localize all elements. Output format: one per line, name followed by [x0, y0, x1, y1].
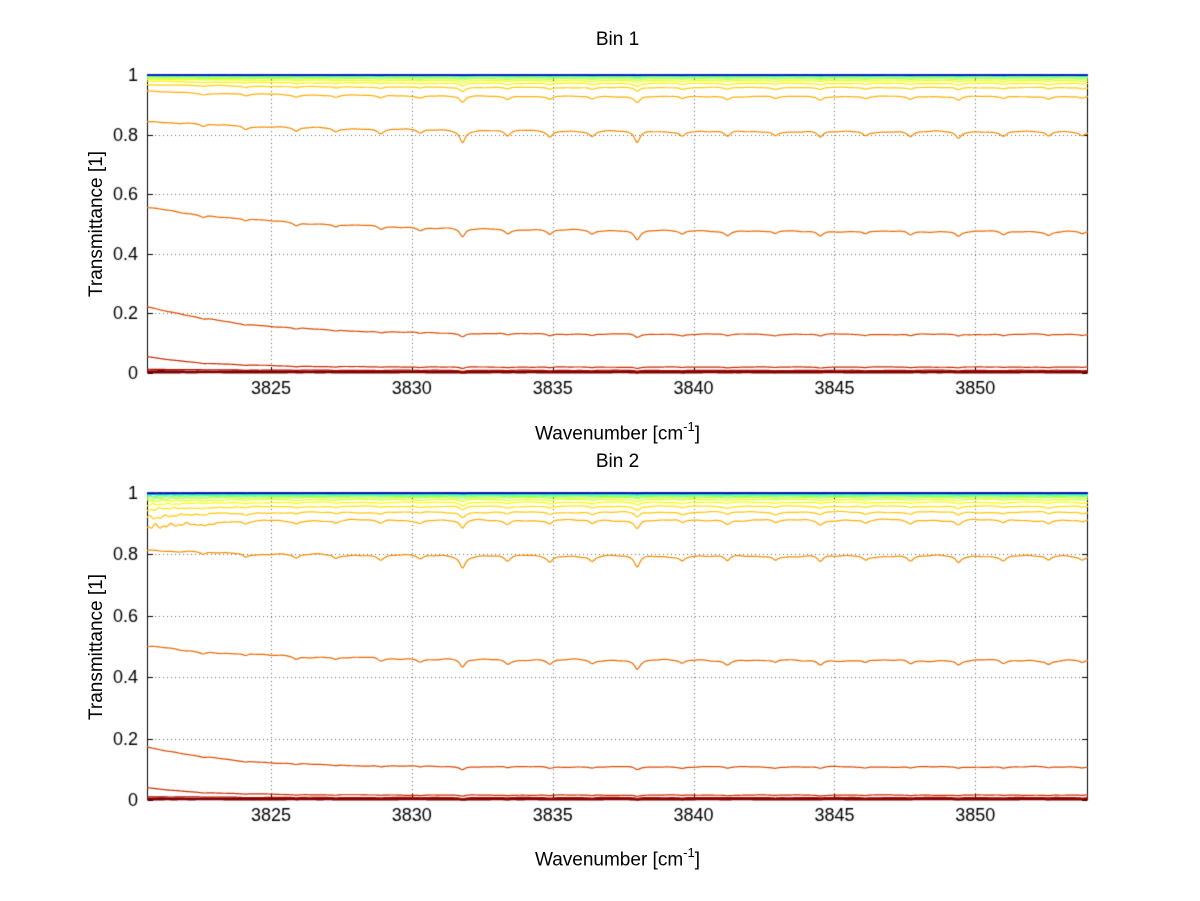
bin2-chart-canvas: [0, 450, 1200, 901]
bin2-x-axis-label: Wavenumber [cm-1]: [147, 843, 1088, 871]
bin1-y-axis-label-text: Transmittance [1]: [86, 150, 107, 298]
bin1-title: Bin 1: [595, 29, 640, 50]
bin1-x-axis-label-post: ]: [694, 423, 700, 445]
bin1-x-axis-label-sup: -1: [683, 419, 695, 434]
bin2-y-axis-label-text: Transmittance [1]: [86, 573, 107, 721]
bin1-x-axis-label-pre: Wavenumber [cm: [534, 423, 684, 445]
bin2-x-axis-label-post: ]: [694, 849, 700, 871]
bin1-x-axis-label: Wavenumber [cm-1]: [147, 417, 1088, 445]
bin2-x-axis-label-sup: -1: [683, 845, 695, 860]
bin2-title: Bin 2: [595, 451, 640, 472]
bin1-chart-canvas: [0, 0, 1200, 450]
bin2-x-axis-label-pre: Wavenumber [cm: [534, 849, 684, 871]
